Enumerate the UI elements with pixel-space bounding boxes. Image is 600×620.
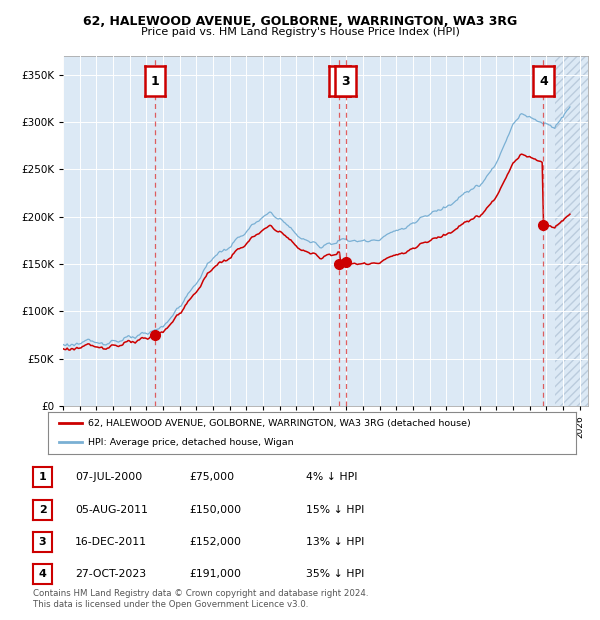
Bar <box>554 56 588 406</box>
Text: HPI: Average price, detached house, Wigan: HPI: Average price, detached house, Wiga… <box>88 438 293 447</box>
Text: 3: 3 <box>341 75 350 87</box>
Text: 15% ↓ HPI: 15% ↓ HPI <box>306 505 364 515</box>
Text: 62, HALEWOOD AVENUE, GOLBORNE, WARRINGTON, WA3 3RG (detached house): 62, HALEWOOD AVENUE, GOLBORNE, WARRINGTO… <box>88 418 470 428</box>
Text: £152,000: £152,000 <box>189 537 241 547</box>
Text: Price paid vs. HM Land Registry's House Price Index (HPI): Price paid vs. HM Land Registry's House … <box>140 27 460 37</box>
Text: 2: 2 <box>335 75 344 87</box>
Text: 2: 2 <box>39 505 46 515</box>
Text: 4: 4 <box>539 75 548 87</box>
Text: 35% ↓ HPI: 35% ↓ HPI <box>306 569 364 579</box>
Text: 13% ↓ HPI: 13% ↓ HPI <box>306 537 364 547</box>
Bar <box>554 56 588 406</box>
Text: 62, HALEWOOD AVENUE, GOLBORNE, WARRINGTON, WA3 3RG: 62, HALEWOOD AVENUE, GOLBORNE, WARRINGTO… <box>83 15 517 28</box>
Bar <box>554 56 588 406</box>
Text: £191,000: £191,000 <box>189 569 241 579</box>
Text: £75,000: £75,000 <box>189 472 234 482</box>
Text: Contains HM Land Registry data © Crown copyright and database right 2024.
This d: Contains HM Land Registry data © Crown c… <box>33 590 368 609</box>
Text: 1: 1 <box>151 75 160 87</box>
Text: 27-OCT-2023: 27-OCT-2023 <box>75 569 146 579</box>
Text: 3: 3 <box>39 537 46 547</box>
Text: £150,000: £150,000 <box>189 505 241 515</box>
Text: 4% ↓ HPI: 4% ↓ HPI <box>306 472 358 482</box>
Text: 05-AUG-2011: 05-AUG-2011 <box>75 505 148 515</box>
Text: 16-DEC-2011: 16-DEC-2011 <box>75 537 147 547</box>
Text: 1: 1 <box>39 472 46 482</box>
Text: 4: 4 <box>38 569 47 579</box>
Text: 07-JUL-2000: 07-JUL-2000 <box>75 472 142 482</box>
